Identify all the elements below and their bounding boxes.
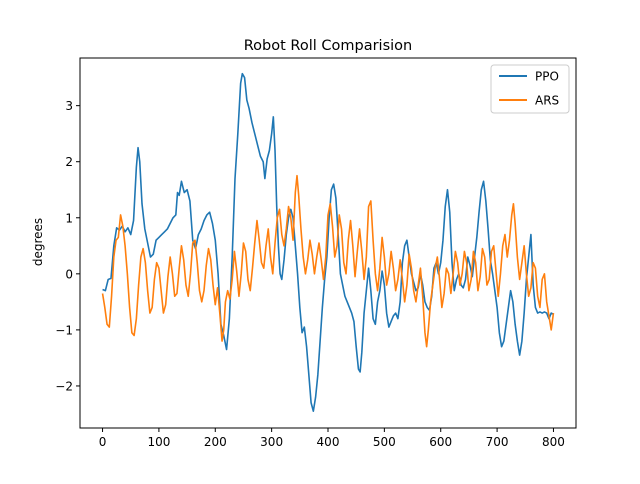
y-tick-label: 2 [65,155,73,169]
legend-label-ppo: PPO [535,70,559,84]
y-tick-label: 0 [65,267,73,281]
plot-frame [79,57,577,429]
series-line-ppo [102,72,554,412]
y-tick-label: −2 [55,379,73,393]
x-tick-label: 0 [99,435,107,449]
legend-label-ars: ARS [535,94,559,108]
x-tick-label: 200 [204,435,227,449]
series-line-ars [101,174,555,348]
chart-title: Robot Roll Comparision [244,38,412,54]
x-tick-label: 700 [486,435,509,449]
y-tick-label: −1 [55,323,73,337]
x-tick-label: 400 [317,435,340,449]
x-tick-label: 800 [542,435,565,449]
plot-lines [101,72,555,412]
x-tick-label: 500 [373,435,396,449]
x-tick-label: 300 [260,435,283,449]
legend: PPO ARS [490,64,570,114]
x-tick-label: 100 [147,435,170,449]
axis-ticks: 0 100 200 300 400 500 600 700 800 −2 −1 0 1 2 3 [55,99,565,449]
x-tick-label: 600 [429,435,452,449]
y-tick-label: 1 [65,211,73,225]
y-axis-label: degrees [31,218,45,266]
y-tick-label: 3 [65,99,73,113]
